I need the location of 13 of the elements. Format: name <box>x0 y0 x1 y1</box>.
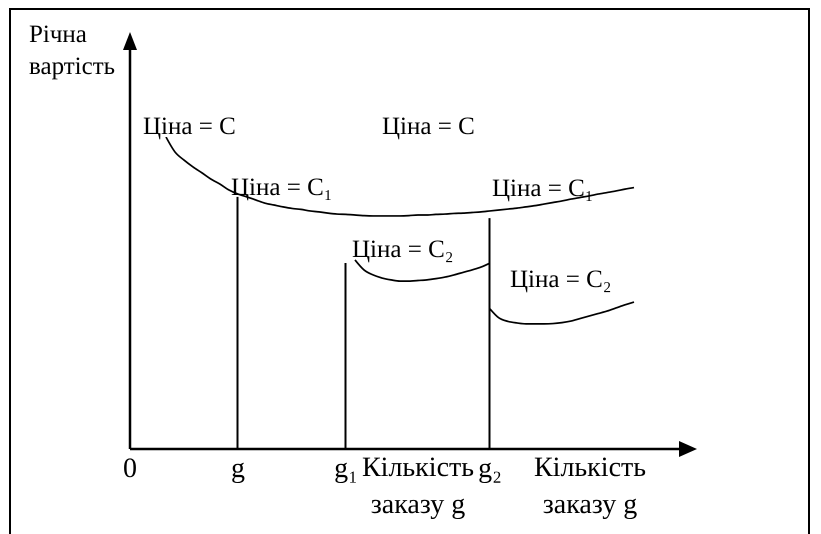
annotation: Ціна = С₂ <box>352 235 454 265</box>
x-axis-title: Кількість заказу g <box>532 451 647 522</box>
text: Кількість заказу g <box>360 451 475 522</box>
annotation: Ціна = С <box>382 112 475 142</box>
x-tick-label: g₁ <box>334 453 358 484</box>
annotation: Ціна = С₁ <box>231 173 332 203</box>
y-axis-title: Річна вартість <box>29 20 116 82</box>
x-tick-label: 0 <box>123 453 137 484</box>
annotation: Ціна = С₂ <box>510 265 612 295</box>
annotation: Ціна = С₁ <box>492 174 594 204</box>
annotation: Ціна = С <box>143 112 236 142</box>
x-tick-label: g₂ <box>478 453 502 484</box>
x-tick-label: g <box>231 453 245 484</box>
